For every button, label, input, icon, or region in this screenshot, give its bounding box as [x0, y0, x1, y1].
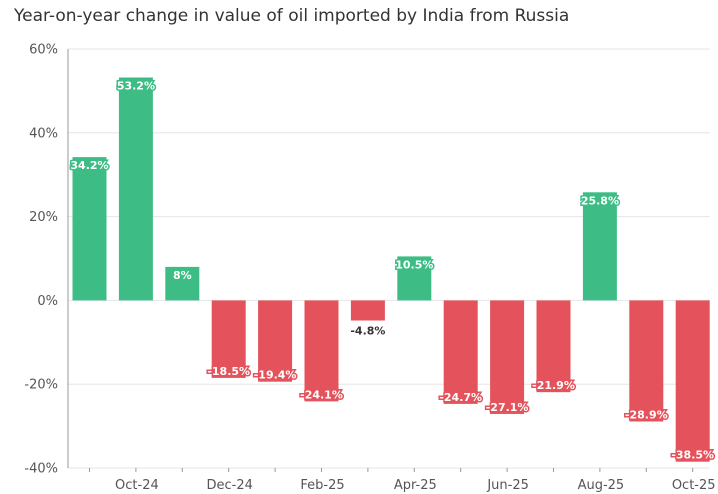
data-label: -24.1% — [300, 388, 343, 401]
data-label: 53.2% — [117, 79, 155, 92]
y-tick-label: -40% — [24, 462, 58, 477]
bar — [211, 300, 246, 378]
y-tick-label: 60% — [29, 43, 58, 58]
data-label: -19.4% — [254, 369, 297, 382]
x-tick-label: Jun-25 — [486, 478, 529, 493]
bar — [258, 300, 293, 382]
bar — [536, 300, 571, 393]
data-label: -38.5% — [671, 449, 714, 462]
y-tick-label: -20% — [24, 378, 58, 393]
data-label: -28.9% — [625, 408, 668, 421]
data-label: -4.8% — [350, 324, 385, 337]
x-tick-label: Oct-24 — [115, 478, 159, 493]
data-label: -21.9% — [532, 379, 575, 392]
y-tick-label: 40% — [29, 126, 58, 141]
data-label: -27.1% — [486, 401, 529, 414]
x-tick-label: Apr-25 — [394, 478, 437, 493]
x-tick-label: Aug-25 — [578, 478, 625, 493]
x-tick-label: Feb-25 — [300, 478, 344, 493]
bar — [490, 300, 525, 414]
data-label: 34.2% — [70, 159, 108, 172]
x-tick-label: Dec-24 — [207, 478, 253, 493]
data-label: -24.7% — [439, 391, 482, 404]
bar — [350, 300, 385, 321]
y-tick-label: 20% — [29, 210, 58, 225]
bar — [397, 256, 432, 301]
bar — [582, 192, 617, 301]
data-label: -18.5% — [207, 365, 250, 378]
bar — [304, 300, 339, 402]
chart-title: Year-on-year change in value of oil impo… — [14, 6, 570, 26]
data-label: 25.8% — [581, 194, 619, 207]
bar — [675, 300, 710, 462]
bar — [165, 266, 200, 301]
x-tick-label: Oct-25 — [672, 478, 716, 493]
y-tick-label: 0% — [37, 294, 58, 309]
bar — [443, 300, 478, 404]
bar — [72, 157, 107, 301]
data-label: 10.5% — [395, 258, 433, 271]
bar — [629, 300, 664, 422]
data-label: 8% — [173, 269, 192, 282]
bar — [118, 77, 153, 301]
